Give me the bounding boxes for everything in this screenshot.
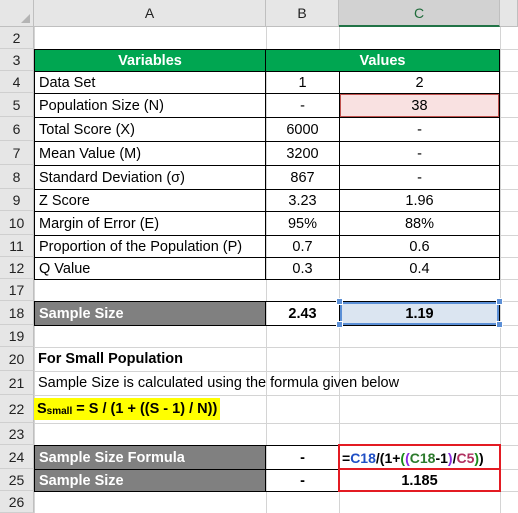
formula-ref-c5[interactable]: C5 xyxy=(456,449,475,466)
formula-expression: = S / (1 + ((S - 1) / N)) xyxy=(72,401,218,417)
selection-handle[interactable] xyxy=(336,298,343,305)
cell-a10[interactable]: Margin of Error (E) xyxy=(34,211,266,236)
row-header-4[interactable]: 4 xyxy=(0,71,34,93)
column-header-b[interactable]: B xyxy=(266,0,339,27)
column-header-d[interactable] xyxy=(500,0,518,27)
cell-b9[interactable]: 3.23 xyxy=(265,189,340,212)
cell-a6[interactable]: Total Score (X) xyxy=(34,117,266,142)
cell-b12[interactable]: 0.3 xyxy=(265,257,340,280)
formula-paren: ( xyxy=(405,449,410,466)
cell-c7[interactable]: - xyxy=(339,141,500,166)
select-all-corner[interactable] xyxy=(0,0,34,27)
formula-subscript: small xyxy=(46,405,73,417)
cell-b18[interactable]: 2.43 xyxy=(265,301,340,326)
formula-divide: / xyxy=(375,449,380,466)
gridline xyxy=(0,395,518,396)
row-header-12[interactable]: 12 xyxy=(0,257,34,279)
row-header-2[interactable]: 2 xyxy=(0,27,34,49)
header-values[interactable]: Values xyxy=(265,49,500,72)
cell-b25[interactable]: - xyxy=(265,469,340,492)
cell-a7[interactable]: Mean Value (M) xyxy=(34,141,266,166)
selection-handle[interactable] xyxy=(496,321,503,328)
row-header-18[interactable]: 18 xyxy=(0,301,34,325)
row-header-7[interactable]: 7 xyxy=(0,141,34,165)
small-population-heading[interactable]: For Small Population xyxy=(38,351,184,367)
cell-c11[interactable]: 0.6 xyxy=(339,235,500,258)
cell-c25[interactable]: 1.185 xyxy=(401,472,438,489)
cell-a11[interactable]: Proportion of the Population (P) xyxy=(34,235,266,258)
row-header-25[interactable]: 25 xyxy=(0,469,34,491)
cell-a5[interactable]: Population Size (N) xyxy=(34,93,266,118)
row-header-21[interactable]: 21 xyxy=(0,371,34,395)
column-header-a[interactable]: A xyxy=(34,0,266,27)
formula-divide: / xyxy=(452,449,457,466)
header-variables[interactable]: Variables xyxy=(34,49,266,72)
cell-a24[interactable]: Sample Size Formula xyxy=(34,445,266,470)
cell-b4[interactable]: 1 xyxy=(265,71,340,94)
cell-a9[interactable]: Z Score xyxy=(34,189,266,212)
cell-a18[interactable]: Sample Size xyxy=(34,301,266,326)
formula-equals: = xyxy=(342,449,351,466)
cell-b6[interactable]: 6000 xyxy=(265,117,340,142)
cell-b7[interactable]: 3200 xyxy=(265,141,340,166)
row-header-22[interactable]: 22 xyxy=(0,395,34,423)
gridline xyxy=(266,0,267,513)
cell-b8[interactable]: 867 xyxy=(265,165,340,190)
selection-handle[interactable] xyxy=(496,298,503,305)
cell-b11[interactable]: 0.7 xyxy=(265,235,340,258)
highlight-divider xyxy=(338,468,501,470)
cell-c12[interactable]: 0.4 xyxy=(339,257,500,280)
row-header-26[interactable]: 26 xyxy=(0,491,34,513)
cell-a8[interactable]: Standard Deviation (σ) xyxy=(34,165,266,190)
cell-c8[interactable]: - xyxy=(339,165,500,190)
formula-paren: ( xyxy=(379,449,385,466)
cell-c9[interactable]: 1.96 xyxy=(339,189,500,212)
gridline xyxy=(0,371,518,372)
cell-c4[interactable]: 2 xyxy=(339,71,500,94)
formula-ref-c18[interactable]: C18 xyxy=(409,449,436,466)
row-header-23[interactable]: 23 xyxy=(0,423,34,445)
cell-a4[interactable]: Data Set xyxy=(34,71,266,94)
gridline xyxy=(0,347,518,348)
formula-symbol-s: S xyxy=(37,401,47,417)
formula-ref-c18[interactable]: C18 xyxy=(350,449,376,466)
formula-one-plus: 1+ xyxy=(384,449,401,466)
cell-c5[interactable]: 38 xyxy=(339,93,500,118)
row-header-17[interactable]: 17 xyxy=(0,279,34,301)
formula-paren: ) xyxy=(479,449,484,466)
row-header-10[interactable]: 10 xyxy=(0,211,34,235)
selection-handle[interactable] xyxy=(336,321,343,328)
gridline xyxy=(500,0,501,513)
row-header-19[interactable]: 19 xyxy=(0,325,34,347)
cell-b10[interactable]: 95% xyxy=(265,211,340,236)
row-header-3[interactable]: 3 xyxy=(0,49,34,71)
formula-description[interactable]: Sample Size is calculated using the form… xyxy=(38,375,400,391)
formula-paren: ) xyxy=(447,449,453,466)
formula-paren: ( xyxy=(400,449,406,466)
cell-b5[interactable]: - xyxy=(265,93,340,118)
cell-a12[interactable]: Q Value xyxy=(34,257,266,280)
row-header-20[interactable]: 20 xyxy=(0,347,34,371)
cell-c10[interactable]: 88% xyxy=(339,211,500,236)
formula-minus-one: -1 xyxy=(435,449,448,466)
gridline xyxy=(0,423,518,424)
row-header-11[interactable]: 11 xyxy=(0,235,34,257)
cell-c6[interactable]: - xyxy=(339,117,500,142)
row-header-8[interactable]: 8 xyxy=(0,165,34,189)
cell-c18[interactable]: 1.19 xyxy=(339,301,500,326)
row-header-9[interactable]: 9 xyxy=(0,189,34,211)
row-header-6[interactable]: 6 xyxy=(0,117,34,141)
formula-paren: ) xyxy=(474,449,480,466)
row-header-24[interactable]: 24 xyxy=(0,445,34,469)
cell-a25[interactable]: Sample Size xyxy=(34,469,266,492)
cell-c24-formula-editor[interactable]: = C18/(1+((C18 -1) / C5)) xyxy=(339,445,500,470)
column-header-c[interactable]: C xyxy=(339,0,500,27)
row-header-5[interactable]: 5 xyxy=(0,93,34,117)
cell-b24[interactable]: - xyxy=(265,445,340,470)
